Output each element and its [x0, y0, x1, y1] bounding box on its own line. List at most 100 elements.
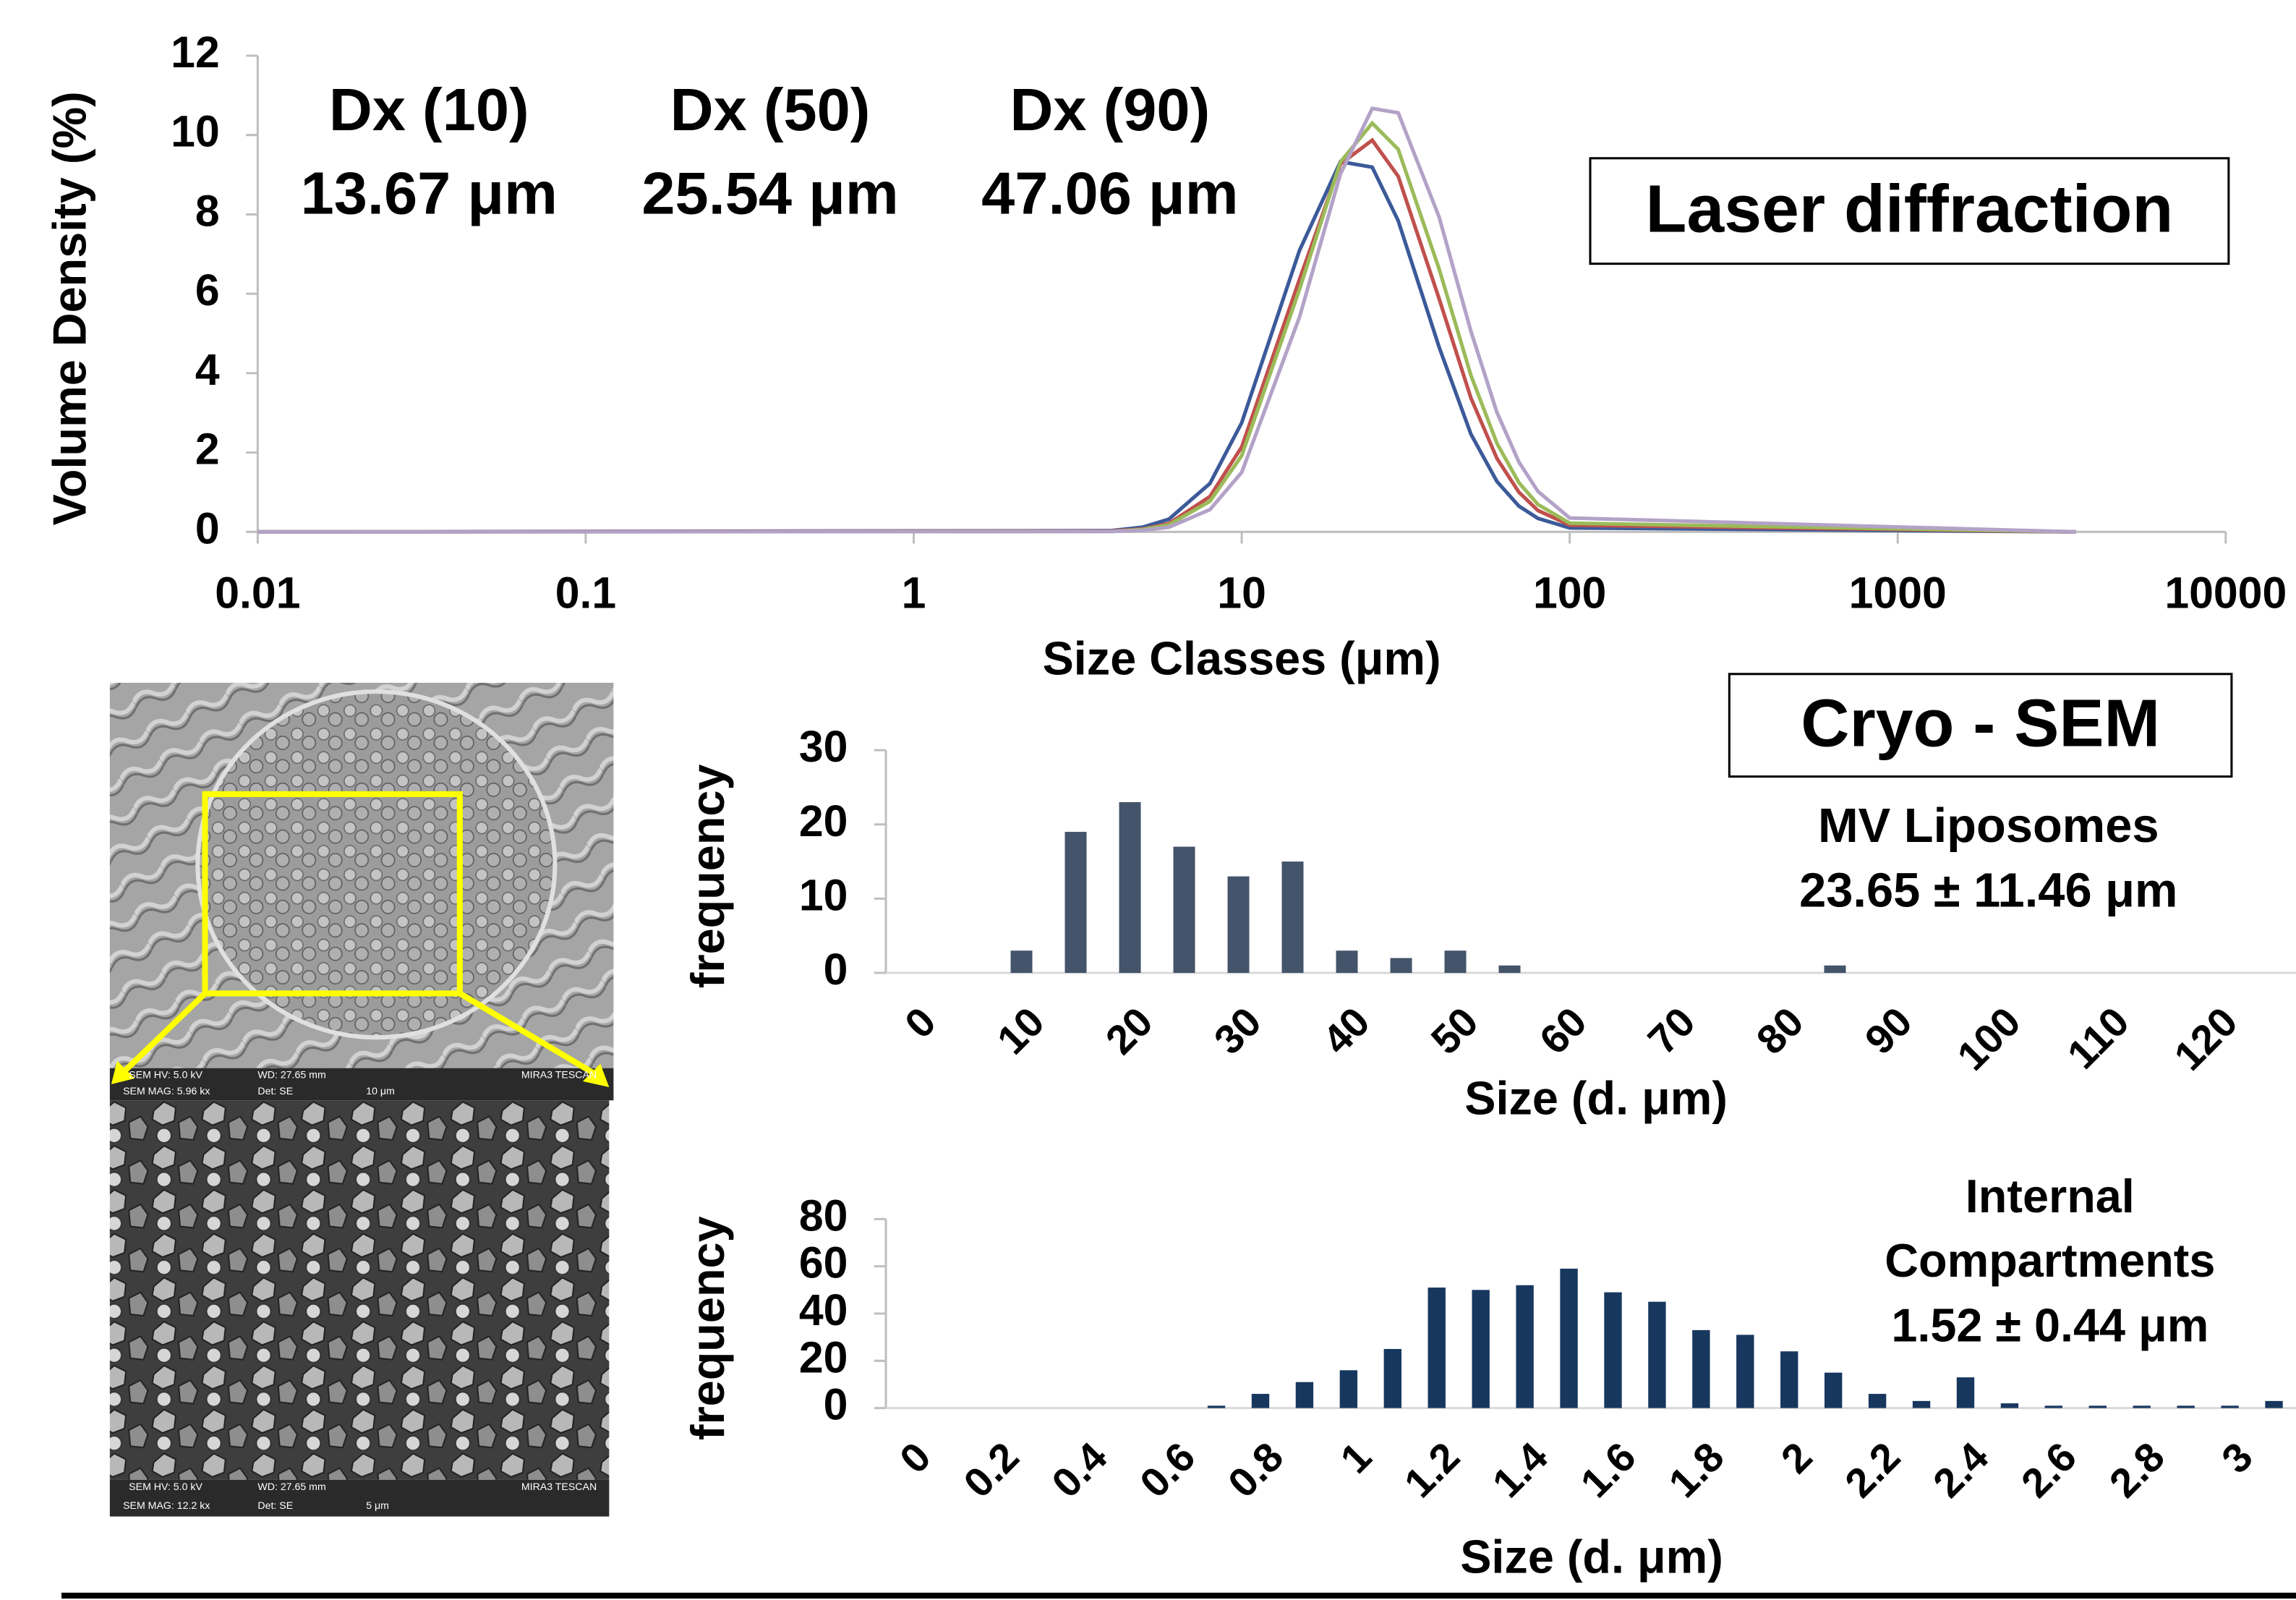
- sem-label: SEM MAG: 5.96 kx: [123, 1086, 210, 1097]
- bar: [1391, 958, 1412, 973]
- bar: [1011, 950, 1033, 973]
- x-tick-label: 110: [2059, 999, 2138, 1078]
- bar: [1252, 1394, 1269, 1408]
- annotation: Dx (10): [329, 76, 529, 143]
- x-tick-label: 120: [2166, 999, 2246, 1079]
- y-tick-label: 8: [195, 186, 220, 235]
- x-tick-label: 30: [1205, 999, 1270, 1063]
- sem-label: Det: SE: [257, 1500, 293, 1512]
- x-tick-label: 0.01: [215, 568, 300, 617]
- y-tick-label: 12: [171, 27, 220, 77]
- y-tick-label: 10: [171, 107, 220, 156]
- bar: [1282, 861, 1304, 973]
- bar: [1340, 1370, 1357, 1408]
- annotation: 1.52 ± 0.44 μm: [1891, 1298, 2208, 1351]
- bar: [1604, 1293, 1621, 1408]
- chart: 024681012Volume Density (%)Size Classes …: [43, 27, 2287, 685]
- annotation: 23.65 ± 11.46 μm: [1799, 864, 2177, 917]
- annotation: Internal: [1966, 1170, 2135, 1222]
- bar: [1174, 847, 1195, 973]
- bar: [1228, 877, 1250, 973]
- annotation: Dx (90): [1010, 76, 1210, 143]
- annotation: 25.54 μm: [641, 159, 898, 226]
- annotation: 13.67 μm: [301, 159, 558, 226]
- annotation: Dx (50): [670, 76, 871, 143]
- y-tick-label: 60: [799, 1238, 848, 1288]
- y-tick-label: 2: [195, 425, 220, 474]
- sem-label: MIRA3 TESCAN: [521, 1481, 597, 1493]
- x-tick-label: 0.8: [1220, 1434, 1292, 1507]
- bar: [2177, 1405, 2194, 1408]
- y-tick-label: 6: [195, 265, 220, 315]
- bar: [2221, 1405, 2238, 1408]
- x-tick-label: 0.6: [1132, 1434, 1204, 1507]
- x-tick-label: 20: [1097, 999, 1161, 1063]
- bar: [1913, 1401, 1930, 1408]
- annotation: 47.06 μm: [981, 159, 1238, 226]
- y-tick-label: 20: [799, 796, 848, 846]
- bar: [1296, 1382, 1313, 1408]
- sem-label: Det: SE: [257, 1086, 293, 1097]
- y-tick-label: 10: [799, 870, 848, 919]
- x-tick-label: 1.2: [1396, 1434, 1469, 1507]
- annotation: Compartments: [1885, 1234, 2215, 1287]
- y-axis-label: frequency: [681, 1216, 734, 1440]
- x-tick-label: 1.6: [1572, 1434, 1644, 1507]
- sem-label: MIRA3 TESCAN: [521, 1070, 597, 1081]
- bar: [2089, 1405, 2107, 1408]
- sem-label: WD: 27.65 mm: [257, 1070, 325, 1081]
- x-tick-label: 2.2: [1837, 1434, 1909, 1507]
- x-tick-label: 10: [1217, 568, 1266, 617]
- x-tick-label: 1.8: [1660, 1434, 1733, 1507]
- bar: [1499, 966, 1521, 973]
- page: {"chart_data": [ {"type": "line", "xscal…: [0, 0, 2296, 1600]
- x-tick-label: 0: [892, 1434, 940, 1483]
- bar: [1472, 1290, 1489, 1408]
- bar: [1780, 1351, 1798, 1408]
- sem-label: 10 μm: [366, 1086, 395, 1097]
- y-axis-label: Volume Density (%): [43, 91, 95, 525]
- bar: [1869, 1394, 1886, 1408]
- bar: [1736, 1335, 1754, 1408]
- x-axis-label: Size Classes (μm): [1043, 632, 1441, 685]
- annotation: MV Liposomes: [1818, 799, 2159, 853]
- bar: [1428, 1288, 1446, 1408]
- x-tick-label: 10: [989, 999, 1054, 1063]
- x-tick-label: 1000: [1849, 568, 1947, 617]
- bar: [1560, 1269, 1577, 1408]
- x-tick-label: 40: [1314, 999, 1378, 1063]
- bar: [1119, 802, 1141, 973]
- sem-label: SEM HV: 5.0 kV: [129, 1481, 202, 1493]
- x-axis-label: Size (d. μm): [1464, 1071, 1728, 1124]
- x-tick-label: 0.1: [555, 568, 616, 617]
- x-tick-label: 70: [1639, 999, 1704, 1063]
- bar: [1825, 1373, 1842, 1408]
- x-tick-label: 60: [1531, 999, 1595, 1063]
- x-tick-label: 0.2: [955, 1434, 1028, 1507]
- sem-vesicle: [197, 692, 555, 1037]
- bar: [1065, 832, 1087, 973]
- x-tick-label: 1: [902, 568, 926, 617]
- bar: [1384, 1349, 1401, 1408]
- x-tick-label: 1: [1332, 1434, 1380, 1483]
- x-tick-label: 2.8: [2101, 1434, 2174, 1507]
- bar: [1208, 1405, 1225, 1408]
- bar: [2133, 1405, 2151, 1408]
- sem-label: SEM MAG: 12.2 kx: [123, 1500, 210, 1512]
- x-tick-label: 80: [1748, 999, 1812, 1063]
- bar: [1957, 1377, 1974, 1408]
- x-tick-label: 3: [2214, 1434, 2262, 1483]
- x-axis-label: Size (d. μm): [1460, 1530, 1723, 1583]
- sem-label: 5 μm: [366, 1500, 389, 1512]
- boxed-label: Cryo - SEM: [1801, 685, 2160, 760]
- bar: [1825, 966, 1846, 973]
- x-tick-label: 2: [1772, 1434, 1821, 1483]
- y-tick-label: 30: [799, 722, 848, 771]
- y-tick-label: 40: [799, 1285, 848, 1335]
- boxed-label: Laser diffraction: [1646, 171, 2174, 246]
- y-tick-label: 80: [799, 1191, 848, 1240]
- bar: [1648, 1302, 1665, 1408]
- y-tick-label: 4: [195, 345, 220, 394]
